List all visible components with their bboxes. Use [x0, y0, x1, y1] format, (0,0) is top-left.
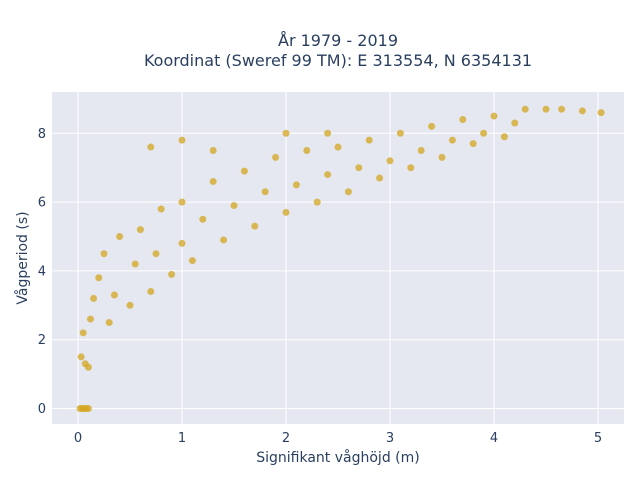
data-point [365, 136, 373, 144]
data-point [116, 232, 124, 240]
data-point [95, 274, 103, 282]
x-axis-label: Signifikant våghöjd (m) [256, 449, 419, 466]
x-tick-label: 4 [490, 431, 498, 446]
x-tick-label: 3 [386, 431, 394, 446]
data-point [282, 129, 290, 137]
data-point [90, 294, 98, 302]
data-point [100, 250, 108, 258]
y-tick-label: 2 [38, 333, 46, 348]
data-point [209, 177, 217, 185]
data-point [251, 222, 259, 230]
data-point [597, 109, 605, 117]
data-point [313, 198, 321, 206]
data-points [76, 105, 605, 413]
data-point [448, 136, 456, 144]
data-point [324, 129, 332, 137]
y-tick-label: 4 [38, 264, 46, 279]
data-point [126, 301, 134, 309]
data-point [147, 288, 155, 296]
data-point [105, 319, 113, 327]
data-point [480, 129, 488, 137]
x-tick-label: 1 [178, 431, 186, 446]
data-point [136, 226, 144, 234]
data-point [79, 329, 87, 337]
y-tick-label: 6 [38, 196, 46, 211]
grid [52, 92, 624, 424]
data-point [428, 122, 436, 130]
plot-area [52, 92, 624, 424]
data-point [438, 153, 446, 161]
data-point [188, 257, 196, 265]
data-point [407, 164, 415, 172]
x-tick-label: 2 [282, 431, 290, 446]
data-point [521, 105, 529, 113]
data-point [178, 198, 186, 206]
data-point [490, 112, 498, 120]
data-point [558, 105, 566, 113]
data-point [209, 146, 217, 154]
data-point [511, 119, 519, 127]
data-point [199, 215, 207, 223]
data-point [344, 188, 352, 196]
data-point [220, 236, 228, 244]
data-point [84, 363, 92, 371]
data-point [86, 315, 94, 323]
data-point [376, 174, 384, 182]
y-tick-labels: 0 2 4 6 8 [38, 127, 46, 417]
data-point [396, 129, 404, 137]
chart-title-line-2: Koordinat (Sweref 99 TM): E 313554, N 63… [144, 51, 532, 70]
y-tick-label: 0 [38, 402, 46, 417]
data-point [355, 164, 363, 172]
data-point [292, 181, 300, 189]
data-point [282, 208, 290, 216]
data-point [131, 260, 139, 268]
chart-title-line-1: År 1979 - 2019 [278, 31, 398, 50]
data-point [152, 250, 160, 258]
x-tick-label: 5 [594, 431, 602, 446]
data-point [542, 105, 550, 113]
data-point [157, 205, 165, 213]
y-axis-label: Vågperiod (s) [14, 211, 31, 304]
x-tick-label: 0 [74, 431, 82, 446]
data-point [303, 146, 311, 154]
data-point [272, 153, 280, 161]
data-point [230, 202, 238, 210]
data-point [147, 143, 155, 151]
data-point [324, 171, 332, 179]
data-point [578, 107, 586, 115]
data-point [261, 188, 269, 196]
data-point [469, 140, 477, 148]
data-point [240, 167, 248, 175]
data-point [178, 239, 186, 247]
data-point [77, 353, 85, 361]
data-point [110, 291, 118, 299]
data-point [84, 405, 92, 413]
data-point [334, 143, 342, 151]
data-point [417, 146, 425, 154]
data-point [459, 116, 467, 124]
x-tick-labels: 0 1 2 3 4 5 [74, 431, 602, 446]
data-point [386, 157, 394, 165]
data-point [168, 270, 176, 278]
y-tick-label: 8 [38, 127, 46, 142]
data-point [178, 136, 186, 144]
data-point [500, 133, 508, 141]
